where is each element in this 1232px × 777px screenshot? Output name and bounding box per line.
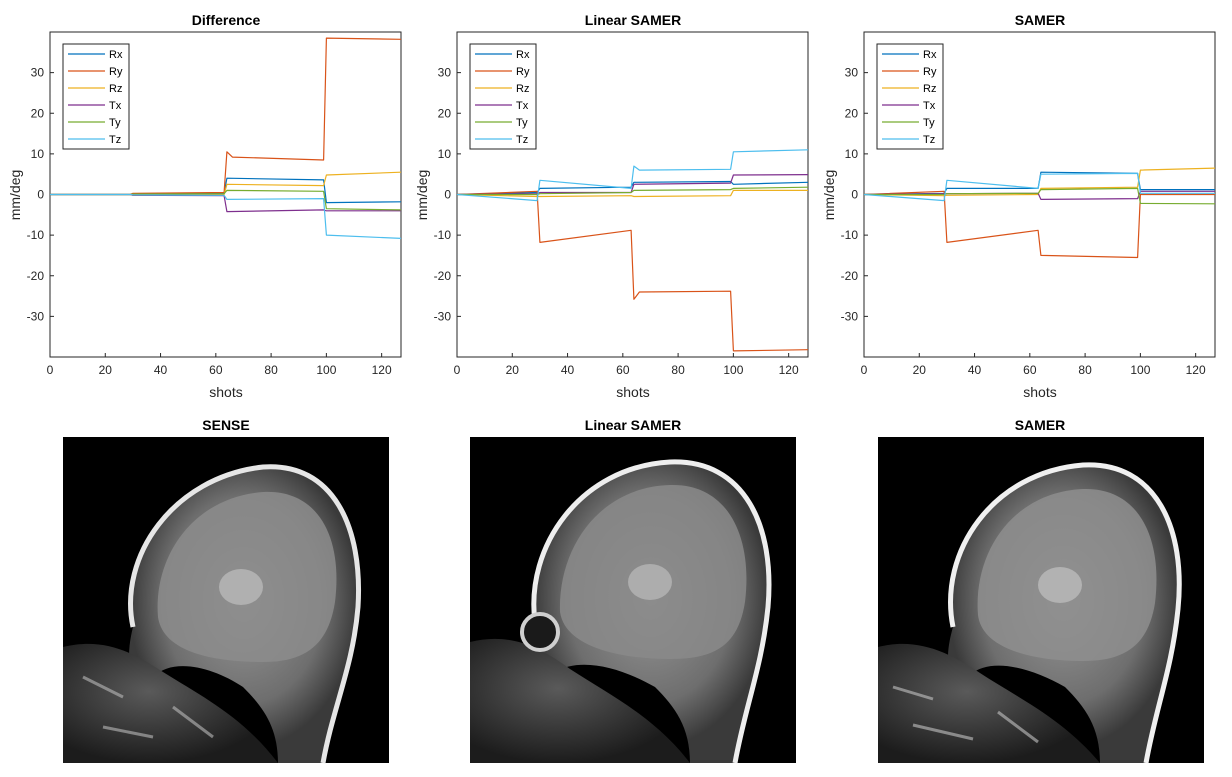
y-tick-label: 10	[845, 147, 859, 161]
legend-box	[469, 43, 537, 150]
series-line-tz	[456, 149, 809, 202]
mri-image	[878, 437, 1204, 764]
x-tick-label: 60	[1023, 363, 1037, 377]
legend: Rx Ry Rz Tx Ty Tz	[62, 43, 130, 150]
x-tick-label: 0	[47, 363, 54, 377]
x-tick-label: 0	[861, 363, 868, 377]
y-tick-label: -10	[434, 228, 452, 242]
x-tick-label: 40	[154, 363, 168, 377]
legend-label-ry: Ry	[923, 66, 937, 78]
x-tick-label: 100	[316, 363, 336, 377]
series-line-tz	[50, 193, 402, 239]
x-tick-label: 100	[723, 363, 743, 377]
chart-panel-linear-samer: Linear SAMER 0 20 40 60 80 100 120 -30 -20 -10 0 10…	[414, 12, 809, 400]
legend: Rx Ry Rz Tx Ty Tz	[469, 43, 537, 150]
y-axis-label: mm/deg	[414, 170, 430, 221]
chart-title: Linear SAMER	[585, 12, 681, 28]
series-line-tz	[863, 172, 1215, 202]
y-tick-label: 20	[845, 106, 859, 120]
y-tick-label: 20	[438, 106, 452, 120]
legend-box	[62, 43, 130, 150]
x-tick-label: 60	[616, 363, 630, 377]
y-tick-label: -10	[27, 228, 45, 242]
y-tick-label: -20	[27, 269, 45, 283]
x-tick-label: 100	[1130, 363, 1150, 377]
legend-label-rx: Rx	[923, 49, 937, 61]
y-tick-label: -10	[841, 228, 859, 242]
x-tick-label: 20	[506, 363, 520, 377]
y-tick-label: 0	[37, 188, 44, 202]
legend: Rx Ry Rz Tx Ty Tz	[876, 43, 944, 150]
legend-label-rx: Rx	[109, 49, 123, 61]
legend-label-rz: Rz	[109, 83, 122, 95]
x-tick-label: 20	[913, 363, 927, 377]
y-axis-label: mm/deg	[821, 170, 837, 221]
chart-panel-samer: SAMER 0 20 40 60 80 100 120-30-20-100102030RxR…	[821, 12, 1216, 400]
image-title: SAMER	[1015, 417, 1066, 433]
x-tick-label: 80	[264, 363, 278, 377]
x-tick-label: 120	[779, 363, 799, 377]
plot-area: 0 20 40 60 80 100 120 -30 -20 -10 0 10 20 30 Rx Ry Rz Tx T…	[841, 31, 1216, 377]
y-axis-label: mm/deg	[7, 170, 23, 221]
y-tick-label: -20	[434, 269, 452, 283]
x-tick-label: 80	[671, 363, 685, 377]
legend-label-tx: Tx	[516, 100, 529, 112]
x-tick-label: 40	[561, 363, 575, 377]
x-tick-label: 20	[99, 363, 113, 377]
y-tick-label: 0	[851, 188, 858, 202]
image-panel-samer: SAMER	[878, 417, 1204, 764]
y-tick-label: -30	[841, 309, 859, 323]
x-tick-label: 120	[372, 363, 392, 377]
y-tick-label: 30	[438, 66, 452, 80]
plot-area: 0 20 40 60 80 100 120 -30 -20 -10 0 10 20 30 Rx Ry Rz Tx T…	[434, 31, 809, 377]
legend-label-ty: Ty	[923, 117, 935, 129]
legend-label-ty: Ty	[516, 117, 528, 129]
y-tick-label: 20	[31, 106, 45, 120]
x-tick-label: 60	[209, 363, 223, 377]
legend-label-rz: Rz	[923, 83, 936, 95]
legend-label-tz: Tz	[109, 134, 121, 146]
y-tick-label: -20	[841, 269, 859, 283]
mri-image	[470, 437, 796, 764]
legend-label-ty: Ty	[109, 117, 121, 129]
image-panel-linear-samer: Linear SAMER	[470, 417, 796, 764]
y-tick-label: -30	[27, 309, 45, 323]
legend-label-ry: Ry	[516, 66, 530, 78]
y-tick-label: 30	[31, 66, 45, 80]
legend-label-rx: Rx	[516, 49, 530, 61]
x-axis-label: shots	[209, 384, 242, 400]
legend-label-tz: Tz	[923, 134, 935, 146]
x-axis-label: shots	[1023, 384, 1056, 400]
image-panel-sense: SENSE	[63, 417, 389, 764]
y-tick-label: 10	[438, 147, 452, 161]
legend-box	[876, 43, 944, 150]
x-tick-label: 80	[1078, 363, 1092, 377]
chart-panel-difference: Difference 0 20 40 60 80 100 120 -30 -20 -10 0 10 20…	[7, 12, 402, 400]
chart-title: Difference	[192, 12, 261, 28]
image-title: SENSE	[202, 417, 249, 433]
legend-label-tx: Tx	[109, 100, 122, 112]
series-line-ry	[456, 190, 809, 352]
y-tick-label: 10	[31, 147, 45, 161]
x-tick-label: 0	[454, 363, 461, 377]
legend-label-tx: Tx	[923, 100, 936, 112]
chart-title: SAMER	[1015, 12, 1066, 28]
mri-image	[63, 437, 389, 764]
x-axis-label: shots	[616, 384, 649, 400]
plot-area: 0 20 40 60 80 100 120 -30 -20 -10 0 10 20 30 Rx Ry Rz Tx T…	[27, 31, 402, 377]
x-tick-label: 40	[968, 363, 982, 377]
y-tick-label: -30	[434, 309, 452, 323]
legend-label-ry: Ry	[109, 66, 123, 78]
y-tick-label: 30	[845, 66, 859, 80]
legend-label-tz: Tz	[516, 134, 528, 146]
y-tick-label: 0	[444, 188, 451, 202]
image-title: Linear SAMER	[585, 417, 681, 433]
legend-label-rz: Rz	[516, 83, 529, 95]
x-tick-label: 120	[1186, 363, 1206, 377]
